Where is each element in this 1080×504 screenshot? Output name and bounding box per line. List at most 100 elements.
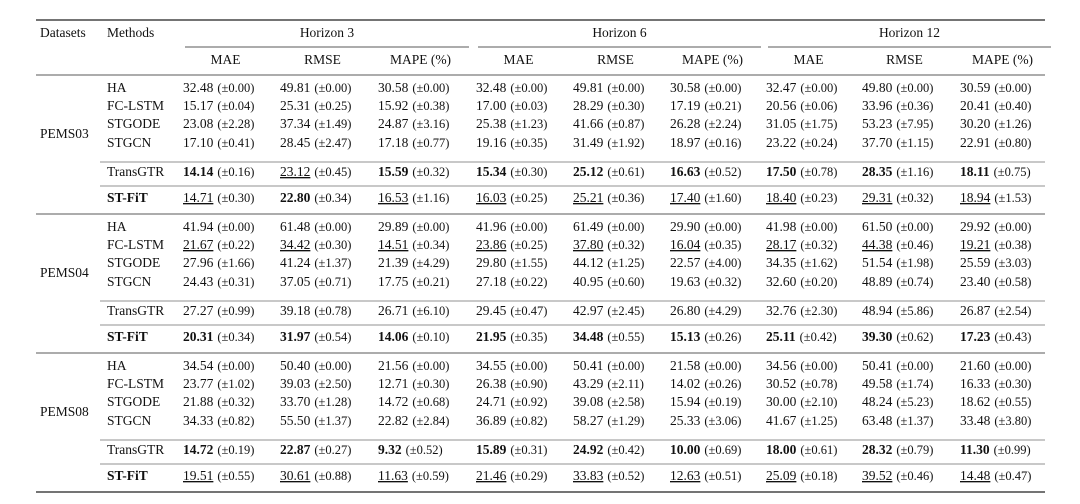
cell-std: (±0.34) bbox=[412, 238, 449, 252]
cell: 21.46 (±0.29) bbox=[476, 468, 547, 483]
cell-value: 14.06 bbox=[378, 329, 409, 344]
cell: 30.20 (±1.26) bbox=[960, 116, 1031, 131]
cell-value: 28.17 bbox=[766, 237, 797, 252]
cell-value: 48.89 bbox=[862, 274, 893, 289]
cell-std: (±4.29) bbox=[412, 256, 449, 270]
method-label: STGCN bbox=[107, 135, 152, 150]
cell: 14.02 (±0.26) bbox=[670, 376, 741, 391]
cell-std: (±1.28) bbox=[314, 395, 351, 409]
cell: 48.24 (±5.23) bbox=[862, 394, 933, 409]
cell-std: (±0.00) bbox=[896, 220, 933, 234]
cell-std: (±4.00) bbox=[704, 256, 741, 270]
cell: 39.30 (±0.62) bbox=[862, 329, 933, 344]
cell-std: (±2.30) bbox=[800, 304, 837, 318]
cell-value: 29.45 bbox=[476, 303, 507, 318]
cell: 31.05 (±1.75) bbox=[766, 116, 837, 131]
cell-value: 25.33 bbox=[670, 413, 701, 428]
cell: 34.42 (±0.30) bbox=[280, 237, 351, 252]
cell: 14.71 (±0.30) bbox=[183, 190, 254, 205]
cell-std: (±0.46) bbox=[896, 469, 933, 483]
cell: 41.94 (±0.00) bbox=[183, 219, 254, 234]
cell: 15.94 (±0.19) bbox=[670, 394, 741, 409]
cell-value: 17.50 bbox=[766, 164, 797, 179]
cell-std: (±0.47) bbox=[994, 469, 1031, 483]
cell-value: 14.71 bbox=[183, 190, 213, 205]
cell: 15.17 (±0.04) bbox=[183, 98, 254, 113]
cell-std: (±0.87) bbox=[607, 117, 644, 131]
cell-value: 26.28 bbox=[670, 116, 701, 131]
cell-value: 32.76 bbox=[766, 303, 797, 318]
cell: 25.11 (±0.42) bbox=[766, 329, 837, 344]
cell-std: (±1.62) bbox=[800, 256, 837, 270]
cell-std: (±0.22) bbox=[510, 275, 547, 289]
method-label: TransGTR bbox=[107, 303, 164, 318]
cell: 37.80 (±0.32) bbox=[573, 237, 644, 252]
cell: 33.70 (±1.28) bbox=[280, 394, 351, 409]
cell: 33.96 (±0.36) bbox=[862, 98, 933, 113]
cell: 44.38 (±0.46) bbox=[862, 237, 933, 252]
cell: 34.33 (±0.82) bbox=[183, 413, 254, 428]
cell: 58.27 (±1.29) bbox=[573, 413, 644, 428]
cell-std: (±0.32) bbox=[607, 238, 644, 252]
cell-std: (±0.42) bbox=[607, 443, 644, 457]
cell: 12.71 (±0.30) bbox=[378, 376, 449, 391]
cell: 44.12 (±1.25) bbox=[573, 255, 644, 270]
cell-std: (±0.00) bbox=[217, 220, 254, 234]
header-metric: MAE bbox=[794, 52, 824, 67]
cell-std: (±2.58) bbox=[607, 395, 644, 409]
cell-value: 22.80 bbox=[280, 190, 311, 205]
cell: 29.90 (±0.00) bbox=[670, 219, 741, 234]
cell-value: 41.66 bbox=[573, 116, 604, 131]
cell: 11.30 (±0.99) bbox=[960, 442, 1031, 457]
cell-value: 21.58 bbox=[670, 358, 701, 373]
cell: 21.58 (±0.00) bbox=[670, 358, 741, 373]
cell: 20.31 (±0.34) bbox=[183, 329, 254, 344]
cell-std: (±0.45) bbox=[314, 165, 351, 179]
cell: 49.81 (±0.00) bbox=[280, 80, 351, 95]
cell-value: 22.57 bbox=[670, 255, 701, 270]
cell: 50.41 (±0.00) bbox=[573, 358, 644, 373]
cell-value: 31.97 bbox=[280, 329, 311, 344]
cell-std: (±0.35) bbox=[510, 136, 547, 150]
cell-value: 39.03 bbox=[280, 376, 311, 391]
cell-std: (±3.80) bbox=[994, 414, 1031, 428]
cell-value: 42.97 bbox=[573, 303, 604, 318]
cell-value: 51.54 bbox=[862, 255, 893, 270]
cell: 15.59 (±0.32) bbox=[378, 164, 449, 179]
method-label: STGCN bbox=[107, 274, 152, 289]
cell-std: (±0.32) bbox=[412, 165, 449, 179]
cell-value: 16.04 bbox=[670, 237, 701, 252]
cell: 33.48 (±3.80) bbox=[960, 413, 1031, 428]
cell: 15.34 (±0.30) bbox=[476, 164, 547, 179]
cell-std: (±0.00) bbox=[704, 220, 741, 234]
cell-std: (±0.36) bbox=[896, 99, 933, 113]
cell: 9.32 (±0.52) bbox=[378, 442, 443, 457]
cell-std: (±0.25) bbox=[314, 99, 351, 113]
cell-std: (±0.30) bbox=[412, 377, 449, 391]
cell: 39.08 (±2.58) bbox=[573, 394, 644, 409]
cell-value: 30.00 bbox=[766, 394, 797, 409]
cell-value: 19.16 bbox=[476, 135, 507, 150]
cell-std: (±1.29) bbox=[607, 414, 644, 428]
cell-value: 40.95 bbox=[573, 274, 604, 289]
cell: 30.58 (±0.00) bbox=[378, 80, 449, 95]
cell-std: (±0.30) bbox=[607, 99, 644, 113]
cell: 29.31 (±0.32) bbox=[862, 190, 933, 205]
cell-value: 30.58 bbox=[670, 80, 701, 95]
cell: 43.29 (±2.11) bbox=[573, 376, 644, 391]
cell: 23.22 (±0.24) bbox=[766, 135, 837, 150]
cell: 17.00 (±0.03) bbox=[476, 98, 547, 113]
cell-value: 23.77 bbox=[183, 376, 214, 391]
cell-std: (±0.00) bbox=[896, 359, 933, 373]
cell: 30.58 (±0.00) bbox=[670, 80, 741, 95]
cell-value: 17.75 bbox=[378, 274, 409, 289]
cell-std: (±0.04) bbox=[217, 99, 254, 113]
cell-std: (±0.77) bbox=[412, 136, 449, 150]
cell-std: (±0.00) bbox=[314, 220, 351, 234]
method-label: TransGTR bbox=[107, 164, 164, 179]
cell-std: (±0.36) bbox=[607, 191, 644, 205]
cell-std: (±0.00) bbox=[607, 359, 644, 373]
cell-value: 15.94 bbox=[670, 394, 701, 409]
cell: 30.52 (±0.78) bbox=[766, 376, 837, 391]
cell-value: 23.40 bbox=[960, 274, 991, 289]
